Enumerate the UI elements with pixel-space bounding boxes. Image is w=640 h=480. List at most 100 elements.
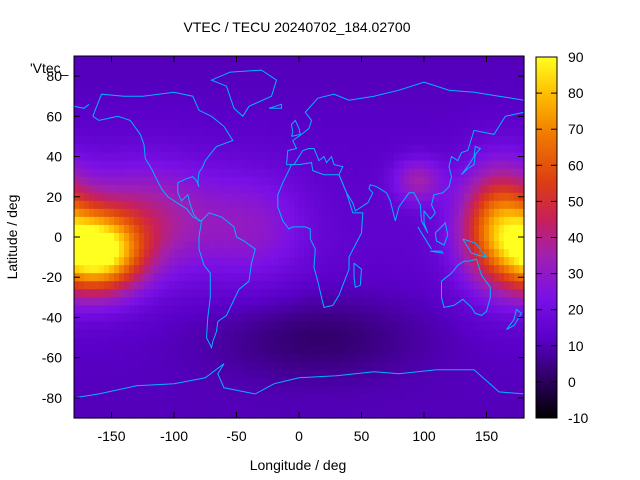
heatmap-cell: [369, 289, 375, 298]
heatmap-cell: [359, 297, 365, 306]
heatmap-cell: [214, 144, 220, 154]
heatmap-cell: [74, 56, 80, 65]
heatmap-cell: [239, 160, 245, 170]
heatmap-cell: [444, 329, 450, 339]
heatmap-cell: [94, 345, 100, 355]
heatmap-cell: [114, 305, 120, 315]
heatmap-cell: [339, 160, 345, 170]
heatmap-cell: [294, 289, 300, 298]
heatmap-cell: [319, 361, 325, 371]
heatmap-cell: [329, 289, 335, 298]
heatmap-cell: [219, 96, 225, 105]
heatmap-cell: [329, 393, 335, 403]
heatmap-cell: [269, 168, 275, 178]
heatmap-cell: [499, 104, 505, 113]
heatmap-cell: [519, 329, 525, 339]
heatmap-cell: [489, 168, 495, 178]
heatmap-cell: [299, 56, 305, 65]
heatmap-cell: [369, 192, 375, 202]
heatmap-cell: [459, 176, 465, 186]
heatmap-cell: [384, 56, 390, 65]
heatmap-cell: [419, 241, 425, 250]
heatmap-cell: [309, 192, 315, 202]
heatmap-cell: [279, 329, 285, 339]
heatmap-cell: [439, 88, 445, 97]
heatmap-cell: [109, 369, 115, 379]
heatmap-cell: [389, 192, 395, 202]
heatmap-cell: [359, 401, 365, 411]
heatmap-cell: [459, 249, 465, 258]
heatmap-cell: [499, 297, 505, 306]
heatmap-cell: [499, 128, 505, 138]
heatmap-cell: [354, 232, 360, 242]
heatmap-cell: [514, 257, 520, 266]
heatmap-cell: [109, 152, 115, 162]
heatmap-cell: [119, 200, 125, 210]
heatmap-cell: [429, 297, 435, 306]
heatmap-cell: [124, 224, 130, 234]
heatmap-cell: [159, 409, 165, 419]
heatmap-cell: [249, 241, 255, 250]
heatmap-cell: [414, 361, 420, 371]
heatmap-cell: [444, 96, 450, 105]
heatmap-cell: [319, 281, 325, 290]
heatmap-cell: [494, 257, 500, 266]
heatmap-cell: [384, 289, 390, 298]
heatmap-cell: [194, 224, 200, 234]
heatmap-cell: [449, 192, 455, 202]
heatmap-cell: [469, 64, 475, 73]
heatmap-cell: [259, 232, 265, 242]
heatmap-cell: [174, 216, 180, 226]
heatmap-cell: [119, 64, 125, 73]
heatmap-cell: [284, 369, 290, 379]
heatmap-cell: [329, 337, 335, 347]
heatmap-cell: [419, 224, 425, 234]
y-tick-label: 0: [54, 229, 62, 245]
heatmap-cell: [149, 200, 155, 210]
heatmap-cell: [339, 104, 345, 113]
heatmap-cell: [279, 289, 285, 298]
heatmap-cell: [149, 321, 155, 331]
heatmap-cell: [449, 184, 455, 194]
heatmap-cell: [344, 176, 350, 186]
heatmap-cell: [274, 313, 280, 323]
heatmap-cell: [339, 232, 345, 242]
heatmap-cell: [394, 80, 400, 89]
heatmap-cell: [449, 80, 455, 89]
heatmap-cell: [249, 249, 255, 258]
heatmap-cell: [164, 152, 170, 162]
heatmap-cell: [474, 216, 480, 226]
heatmap-cell: [179, 232, 185, 242]
heatmap-cell: [349, 120, 355, 129]
heatmap-cell: [194, 56, 200, 65]
heatmap-cell: [344, 361, 350, 371]
heatmap-cell: [399, 353, 405, 363]
heatmap-cell: [219, 369, 225, 379]
heatmap-cell: [409, 184, 415, 194]
heatmap-cell: [314, 337, 320, 347]
heatmap-cell: [414, 345, 420, 355]
heatmap-cell: [269, 88, 275, 97]
heatmap-cell: [434, 192, 440, 202]
heatmap-cell: [369, 273, 375, 282]
heatmap-cell: [404, 232, 410, 242]
heatmap-cell: [94, 168, 100, 178]
heatmap-cell: [334, 273, 340, 282]
heatmap-cell: [264, 305, 270, 315]
heatmap-cell: [259, 176, 265, 186]
heatmap-cell: [269, 345, 275, 355]
heatmap-cell: [99, 216, 105, 226]
heatmap-cell: [169, 144, 175, 154]
heatmap-cell: [184, 184, 190, 194]
heatmap-cell: [384, 305, 390, 315]
heatmap-cell: [434, 152, 440, 162]
heatmap-cell: [489, 192, 495, 202]
heatmap-cell: [369, 345, 375, 355]
heatmap-cell: [129, 369, 135, 379]
heatmap-cell: [319, 88, 325, 97]
heatmap-cell: [254, 144, 260, 154]
heatmap-cell: [294, 257, 300, 266]
heatmap-cell: [439, 353, 445, 363]
heatmap-cell: [274, 160, 280, 170]
heatmap-cell: [319, 136, 325, 146]
